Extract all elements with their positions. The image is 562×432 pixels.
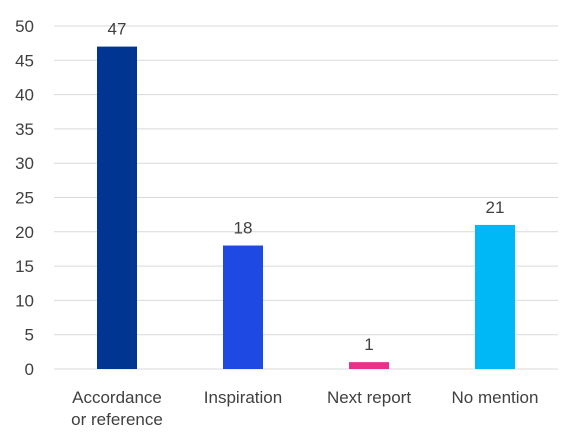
- y-tick-label-30: 30: [15, 154, 34, 173]
- x-category-label-line: Next report: [327, 388, 411, 407]
- x-category-label-next-report: Next report: [327, 388, 411, 407]
- bar-no-mention: [475, 224, 515, 369]
- y-tick-label-40: 40: [15, 86, 34, 105]
- y-tick-label-15: 15: [15, 257, 34, 276]
- y-tick-label-10: 10: [15, 291, 34, 310]
- x-axis-category-labels: Accordance or reference Inspiration Next re…: [71, 388, 538, 429]
- x-category-label-inspiration: Inspiration: [204, 388, 282, 407]
- x-category-label-line: or reference: [71, 410, 163, 429]
- gridlines: [54, 25, 558, 370]
- y-tick-label-20: 20: [15, 223, 34, 242]
- y-tick-label-35: 35: [15, 120, 34, 139]
- y-tick-label-5: 5: [25, 326, 34, 345]
- bar-next-report: [349, 362, 389, 369]
- y-tick-label-25: 25: [15, 189, 34, 208]
- y-tick-label-50: 50: [15, 17, 34, 36]
- data-label-accordance-or-reference: 47: [108, 20, 127, 39]
- bar-inspiration: [223, 245, 263, 369]
- data-label-inspiration: 18: [234, 219, 253, 238]
- bars: [97, 46, 515, 369]
- x-category-label-no-mention: No mention: [452, 388, 539, 407]
- x-category-label-accordance-or-reference: Accordance or reference: [71, 388, 163, 429]
- data-labels: 47 18 1 21: [108, 20, 505, 355]
- x-category-label-line: Accordance: [72, 388, 162, 407]
- y-tick-label-45: 45: [15, 51, 34, 70]
- data-label-no-mention: 21: [486, 198, 505, 217]
- x-category-label-line: Inspiration: [204, 388, 282, 407]
- x-category-label-line: No mention: [452, 388, 539, 407]
- y-tick-label-0: 0: [25, 360, 34, 379]
- y-axis-tick-labels: 0 5 10 15 20 25 30 35 40 45 50: [15, 17, 34, 379]
- bar-accordance-or-reference: [97, 46, 137, 369]
- data-label-next-report: 1: [364, 335, 373, 354]
